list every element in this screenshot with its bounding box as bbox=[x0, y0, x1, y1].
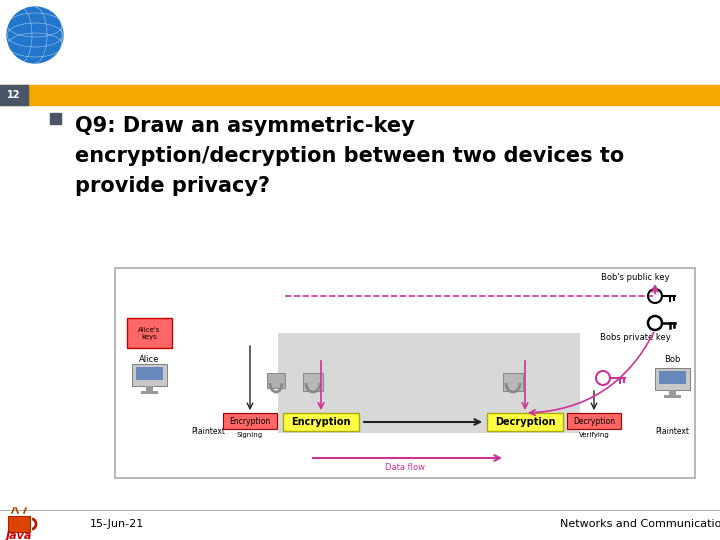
Bar bbox=[141, 391, 158, 394]
Bar bbox=[303, 373, 323, 391]
Text: Plaintext: Plaintext bbox=[655, 427, 689, 435]
Text: 12: 12 bbox=[7, 90, 21, 100]
Text: 15-Jun-21: 15-Jun-21 bbox=[90, 519, 144, 529]
Text: provide privacy?: provide privacy? bbox=[75, 176, 270, 196]
Text: Encryption: Encryption bbox=[292, 417, 351, 427]
Text: Plaintext: Plaintext bbox=[191, 427, 225, 435]
Text: Q9: Draw an asymmetric-key: Q9: Draw an asymmetric-key bbox=[75, 116, 415, 136]
Bar bbox=[8, 516, 30, 532]
Text: Verifying: Verifying bbox=[579, 432, 609, 438]
Bar bbox=[0, 85, 28, 105]
Bar bbox=[223, 413, 277, 429]
Text: Java: Java bbox=[6, 531, 32, 540]
Bar bbox=[132, 364, 167, 386]
Bar bbox=[50, 113, 61, 124]
Text: Encryption: Encryption bbox=[230, 416, 271, 426]
Bar bbox=[487, 413, 563, 431]
Bar bbox=[146, 386, 153, 391]
Bar bbox=[659, 371, 686, 384]
Text: Alice: Alice bbox=[139, 355, 160, 364]
Bar bbox=[115, 268, 695, 478]
Text: Bob: Bob bbox=[664, 355, 680, 364]
Bar bbox=[503, 373, 523, 391]
Bar bbox=[655, 368, 690, 390]
Bar bbox=[567, 413, 621, 429]
Text: Alice's
keys: Alice's keys bbox=[138, 327, 161, 340]
Bar bbox=[127, 318, 172, 348]
Bar bbox=[669, 390, 676, 395]
Text: Signing: Signing bbox=[237, 432, 263, 438]
Bar bbox=[278, 333, 580, 433]
Bar bbox=[283, 413, 359, 431]
Text: Decryption: Decryption bbox=[573, 416, 615, 426]
Text: encryption/decryption between two devices to: encryption/decryption between two device… bbox=[75, 146, 624, 166]
Bar bbox=[664, 395, 681, 398]
Text: Decryption: Decryption bbox=[495, 417, 555, 427]
Text: Networks and Communication Department: Networks and Communication Department bbox=[560, 519, 720, 529]
Circle shape bbox=[7, 7, 63, 63]
Bar bbox=[136, 367, 163, 380]
Text: Bobs private key: Bobs private key bbox=[600, 334, 670, 342]
Text: Data flow: Data flow bbox=[385, 462, 425, 471]
Text: Bob's public key: Bob's public key bbox=[600, 273, 670, 282]
Bar bbox=[267, 373, 285, 388]
Bar bbox=[0, 85, 720, 105]
